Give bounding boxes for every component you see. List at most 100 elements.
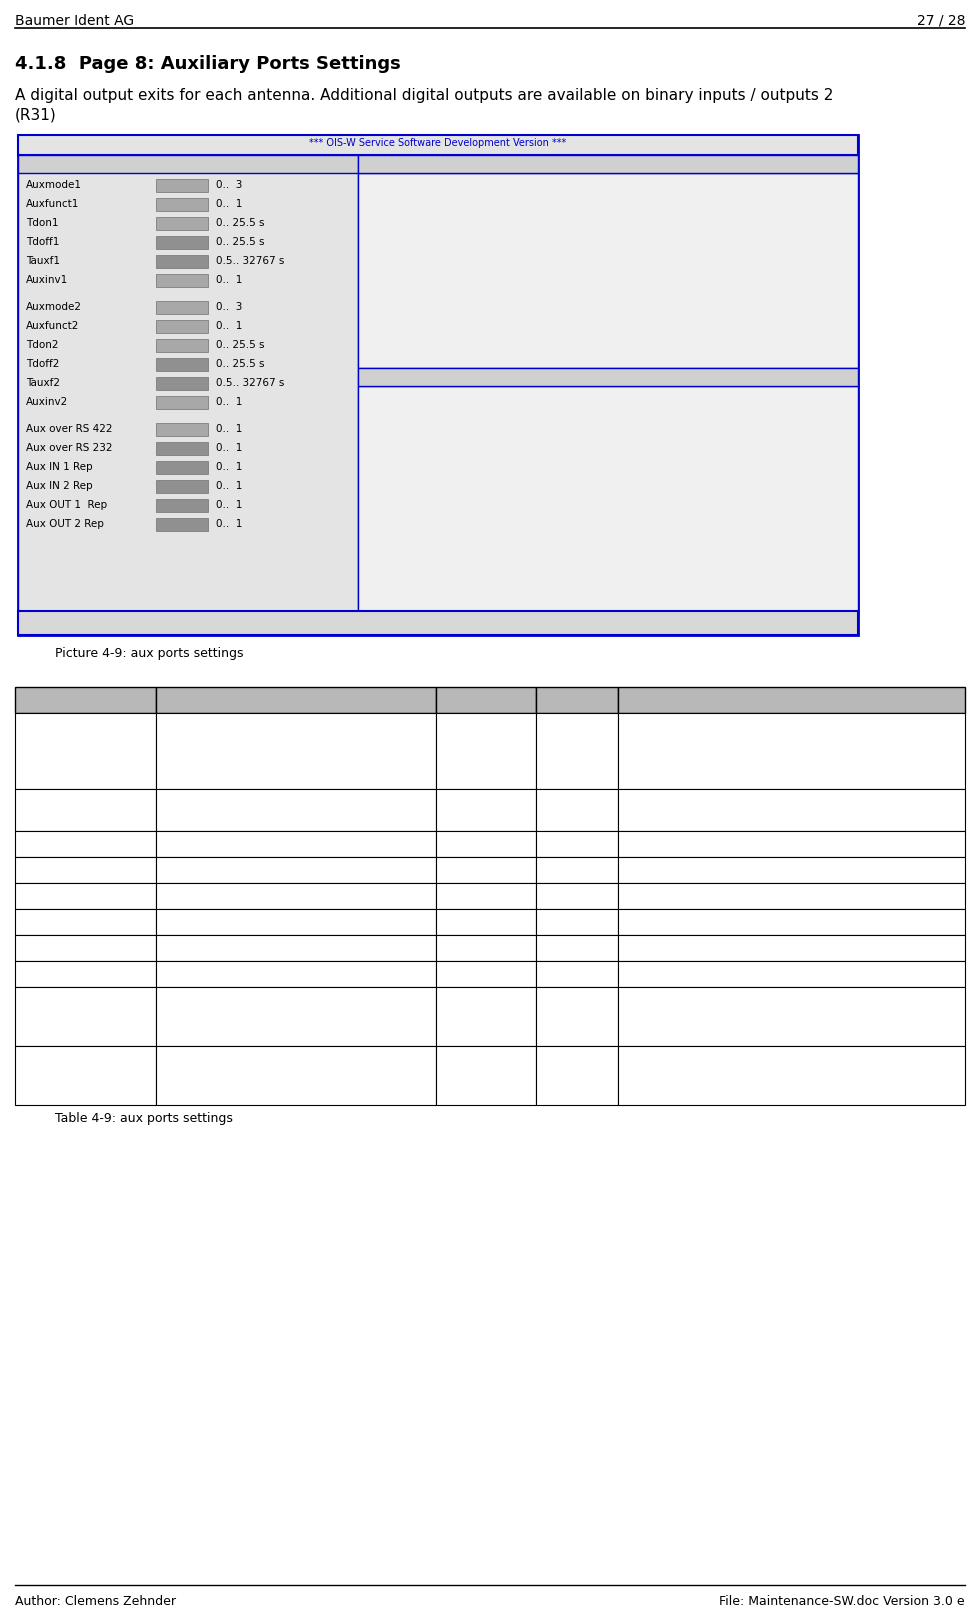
Text: 1: 1: [573, 968, 581, 981]
Text: 0 ... 1: 0 ... 1: [467, 942, 504, 955]
Bar: [156, 1046, 436, 1105]
Text: 29.09.2000  10:49:29    OIS-W monitor is running ...: 29.09.2000 10:49:29 OIS-W monitor is run…: [26, 623, 278, 635]
Text: 0 ... 1: 0 ... 1: [467, 917, 504, 930]
Bar: [18, 155, 358, 611]
Text: Aux OUT 2 Rep: Aux OUT 2 Rep: [26, 519, 104, 528]
Text: 0=off; 1=on: 0=off; 1=on: [623, 942, 701, 955]
Text: OFF ( 1): OFF ( 1): [587, 156, 628, 168]
Text: 1: 1: [159, 482, 166, 491]
Bar: [618, 962, 965, 988]
Text: 1: 1: [573, 796, 581, 809]
Bar: [15, 789, 156, 831]
Bar: [436, 714, 536, 789]
Text: 0=off; 1=on: 0=off; 1=on: [623, 917, 701, 930]
Bar: [536, 857, 618, 883]
Bar: [436, 909, 536, 934]
Text: AUX out1 / 2 off delay time: AUX out1 / 2 off delay time: [161, 863, 330, 876]
Text: 0: 0: [573, 838, 581, 851]
Text: 0..  1: 0.. 1: [216, 396, 242, 408]
Bar: [156, 377, 208, 390]
Text: 0..  1: 0.. 1: [216, 519, 242, 528]
Text: Aux OUT 1 Rep /
Aux OUT 2 Rep: Aux OUT 1 Rep / Aux OUT 2 Rep: [20, 1054, 122, 1083]
Text: AUX_REP message via RS 422: AUX_REP message via RS 422: [161, 942, 349, 955]
Text: 0.5: 0.5: [566, 889, 587, 904]
Bar: [436, 988, 536, 1046]
Text: AUX_REP message will be sent
after a state change at Aux IN 1 /
Aux IN 2: AUX_REP message will be sent after a sta…: [161, 994, 369, 1041]
Bar: [156, 686, 436, 714]
Bar: [15, 909, 156, 934]
Text: 0: 0: [159, 396, 166, 408]
Text: Tdoff1 / Tdoff2: Tdoff1 / Tdoff2: [20, 863, 113, 876]
Text: 0.. 25.5 s: 0.. 25.5 s: [216, 359, 265, 369]
Text: *** OIS-W Service Software Development Version ***: *** OIS-W Service Software Development V…: [310, 139, 566, 148]
Text: Aux IN 1 Rep: Aux IN 1 Rep: [26, 462, 93, 472]
Text: Tdon1 / Tdon2: Tdon1 / Tdon2: [20, 838, 111, 851]
Text: 0..  3: 0.. 3: [216, 301, 242, 313]
Bar: [156, 358, 208, 371]
Text: 0..  1: 0.. 1: [216, 275, 242, 285]
Text: 0 ... 1: 0 ... 1: [467, 1054, 504, 1066]
Text: 6: 6: [159, 379, 166, 388]
Bar: [358, 367, 858, 387]
Bar: [15, 934, 156, 962]
Bar: [15, 831, 156, 857]
Text: Tdon1: Tdon1: [26, 217, 59, 229]
Text: Aux over RS 422: Aux over RS 422: [26, 424, 113, 433]
Bar: [536, 1046, 618, 1105]
Text: 0: 0: [573, 942, 581, 955]
Bar: [618, 934, 965, 962]
Bar: [156, 441, 208, 454]
Text: Operation function of AUX output: Operation function of AUX output: [161, 796, 369, 809]
Bar: [536, 714, 618, 789]
Bar: [156, 235, 208, 250]
Text: 0: 0: [159, 217, 166, 229]
Text: Aux IN 1 Rep /
Aux IN 2 Rep: Aux IN 1 Rep / Aux IN 2 Rep: [20, 994, 109, 1025]
Text: AUX_REP message will be sent
after a state change at Aux OUT 1 /
Aux OUT 2: AUX_REP message will be sent after a sta…: [161, 1054, 383, 1100]
Text: 0: 0: [159, 321, 166, 330]
Text: 0..  1: 0.. 1: [216, 321, 242, 330]
Bar: [156, 198, 208, 211]
Bar: [536, 831, 618, 857]
Text: Author: Clemens Zehnder: Author: Clemens Zehnder: [15, 1595, 176, 1608]
Bar: [156, 883, 436, 909]
Text: 0: 0: [573, 917, 581, 930]
Text: OFF ( 1): OFF ( 1): [587, 371, 628, 380]
Bar: [536, 962, 618, 988]
Bar: [156, 831, 436, 857]
Text: 0: 0: [159, 180, 166, 190]
Text: Tauxf1 / Tauxf2: Tauxf1 / Tauxf2: [20, 889, 115, 904]
Text: Aux IN 2 Rep: Aux IN 2 Rep: [26, 482, 93, 491]
Bar: [358, 155, 858, 172]
Text: 0 ... 25.5: 0 ... 25.5: [458, 838, 514, 851]
Bar: [618, 686, 965, 714]
Text: Remarks: Remarks: [623, 693, 689, 706]
Bar: [618, 789, 965, 831]
Text: Tdon2: Tdon2: [26, 340, 59, 350]
Text: AUX PORTS SETTINGS ( 8): AUX PORTS SETTINGS ( 8): [121, 156, 255, 168]
Text: Auxfunct1: Auxfunct1: [26, 200, 79, 209]
Text: 0=off; 1=on: 0=off; 1=on: [623, 994, 701, 1007]
Bar: [156, 519, 208, 532]
Text: 5: 5: [159, 237, 166, 246]
Text: Operation mode of AUX output: Operation mode of AUX output: [161, 720, 354, 733]
Text: 0=off; 1=on: 0=off; 1=on: [623, 968, 701, 981]
Bar: [18, 611, 858, 635]
Text: 0.. 25.5 s: 0.. 25.5 s: [216, 237, 265, 246]
Text: Tauxf1: Tauxf1: [26, 256, 60, 266]
Bar: [18, 135, 858, 155]
Bar: [618, 857, 965, 883]
Text: Tdoff1: Tdoff1: [26, 237, 60, 246]
Text: 0: 0: [159, 275, 166, 285]
Bar: [156, 338, 208, 351]
Text: 6: 6: [159, 256, 166, 266]
Text: Auxfunct1 /
Auxfunct2: Auxfunct1 / Auxfunct2: [20, 796, 92, 826]
Bar: [536, 909, 618, 934]
Bar: [15, 988, 156, 1046]
Text: 1: 1: [159, 499, 166, 511]
Bar: [358, 387, 858, 611]
Text: File: Maintenance-SW.doc Version 3.0 e: File: Maintenance-SW.doc Version 3.0 e: [719, 1595, 965, 1608]
Text: Auxmode1: Auxmode1: [26, 180, 82, 190]
Bar: [15, 883, 156, 909]
Text: 0 ... 3: 0 ... 3: [467, 720, 504, 733]
Text: STATUS: STATUS: [418, 614, 458, 623]
